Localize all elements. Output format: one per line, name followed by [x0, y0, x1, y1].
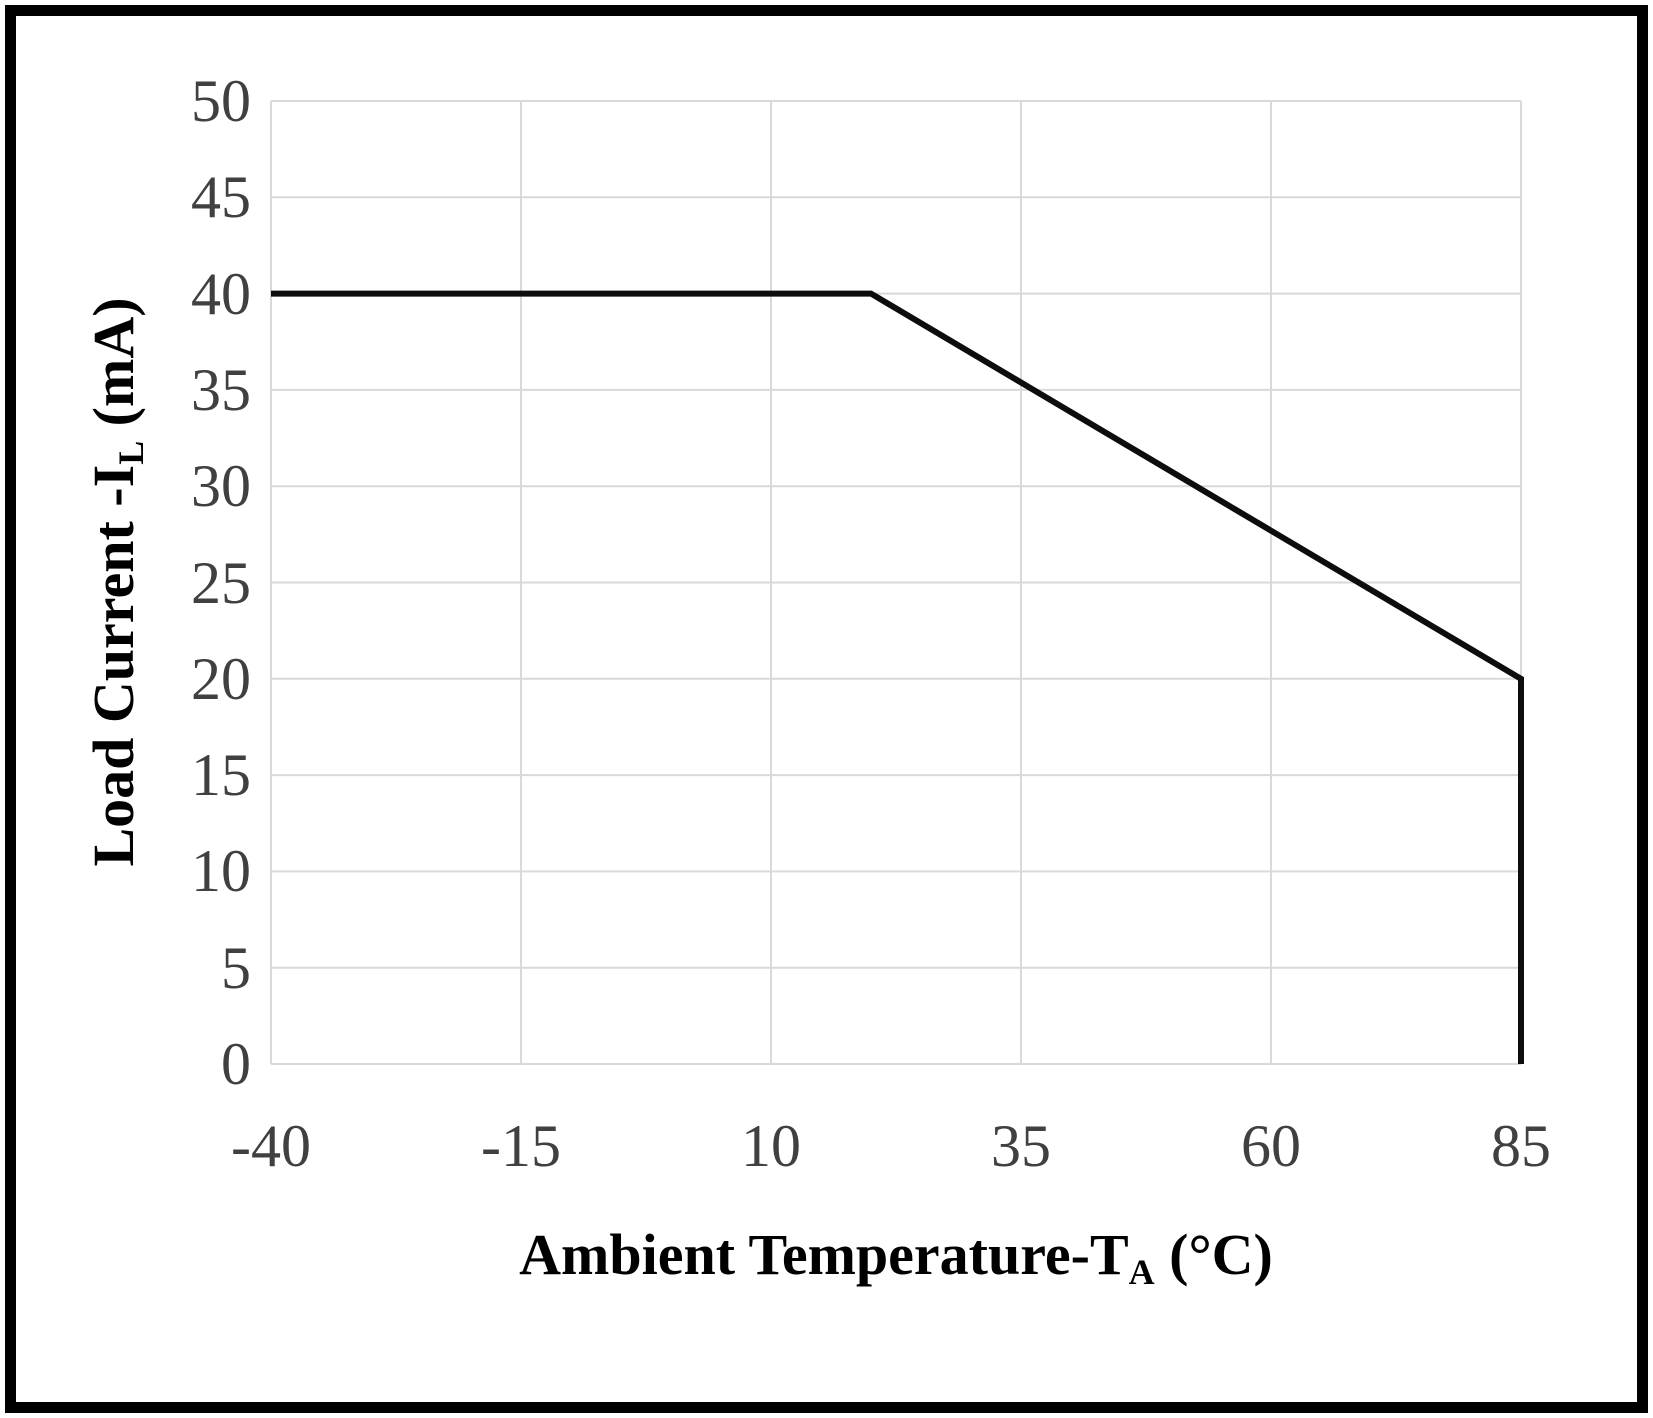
y-tick-label: 0 [221, 1031, 251, 1097]
y-tick-label: 35 [191, 356, 251, 423]
x-axis-title: Ambient Temperature-TA (°C) [271, 1221, 1521, 1293]
x-tick-label: 85 [1491, 1113, 1551, 1179]
y-tick-label: 30 [191, 453, 251, 520]
series-line [271, 290, 1524, 1064]
x-tick-label: 10 [741, 1113, 801, 1179]
y-tick-label: 20 [191, 645, 251, 712]
y-tick-label: 25 [191, 549, 251, 616]
y-tick-label: 45 [191, 164, 251, 231]
y-tick-label: 10 [191, 838, 251, 905]
x-tick-label: 35 [991, 1113, 1051, 1179]
y-tick-label: 15 [191, 742, 251, 809]
y-axis-title: Load Current -IL (mA) [80, 297, 152, 866]
y-axis-title-subscript: L [111, 440, 152, 465]
y-tick-label: 5 [221, 934, 251, 1001]
y-axis-title-text: Load Current -I [80, 464, 146, 867]
x-axis-title-text: Ambient Temperature-T [519, 1222, 1129, 1287]
y-axis-title-suffix: (mA) [80, 297, 146, 441]
y-tick-label: 50 [191, 68, 251, 134]
x-tick-label: -15 [481, 1113, 561, 1179]
x-axis-title-subscript: A [1128, 1252, 1155, 1293]
plot-area [270, 100, 1524, 1065]
chart-frame: 0 5 10 15 20 25 30 35 40 45 50 -40 -15 10 35 60 85 Load… [5, 5, 1648, 1413]
x-tick-label: 60 [1241, 1113, 1301, 1179]
x-tick-label: -40 [231, 1113, 311, 1179]
x-axis-title-suffix: (°C) [1154, 1222, 1273, 1287]
y-tick-label: 40 [191, 260, 251, 327]
